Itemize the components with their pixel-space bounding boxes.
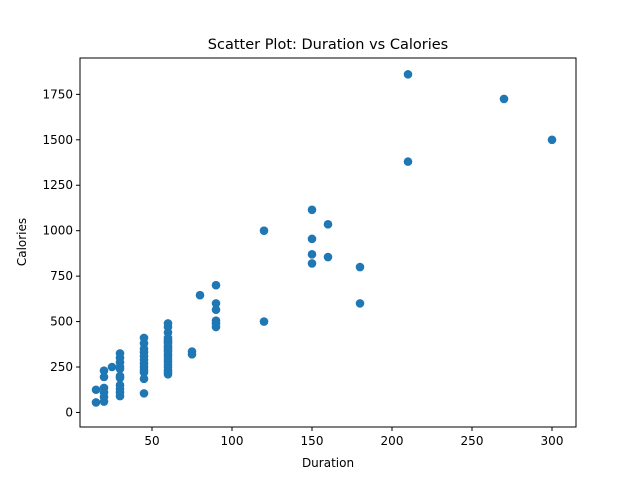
data-point	[107, 362, 117, 372]
data-point	[307, 250, 317, 259]
x-tick-label: 200	[381, 434, 404, 448]
data-point	[99, 397, 109, 406]
data-point	[195, 290, 205, 300]
data-point	[99, 372, 109, 382]
data-point	[355, 299, 365, 308]
data-point	[91, 385, 101, 395]
data-point	[115, 391, 125, 401]
data-point	[403, 70, 413, 79]
x-tick-label: 300	[541, 434, 564, 448]
data-point	[115, 364, 125, 374]
data-point	[323, 220, 333, 229]
y-tick-label: 250	[50, 360, 73, 374]
y-tick-label: 500	[50, 315, 73, 329]
data-point	[187, 349, 197, 359]
y-tick-label: 1500	[42, 133, 73, 147]
y-axis-ticks: 0 250 500 750 1000 1250 1500 1750	[42, 87, 80, 419]
y-tick-label: 1750	[42, 87, 73, 101]
y-tick-label: 750	[50, 269, 73, 283]
y-tick-label: 1250	[42, 178, 73, 192]
data-point	[163, 369, 173, 379]
data-point	[211, 305, 221, 315]
data-point	[139, 368, 149, 377]
x-axis-title: Duration	[302, 456, 354, 470]
data-point	[403, 157, 413, 166]
data-point	[139, 389, 149, 398]
data-point	[259, 226, 269, 235]
data-point	[355, 262, 365, 272]
data-point	[307, 205, 317, 215]
data-point	[99, 366, 109, 375]
x-tick-label: 250	[461, 434, 484, 448]
data-point	[547, 135, 557, 145]
data-point	[211, 299, 221, 308]
data-point	[211, 280, 221, 290]
x-tick-label: 150	[301, 434, 324, 448]
points-layer	[91, 70, 557, 407]
y-axis-title: Calories	[15, 218, 29, 266]
x-tick-label: 100	[221, 434, 244, 448]
data-point	[307, 234, 317, 244]
data-point	[323, 252, 333, 262]
y-tick-label: 0	[65, 405, 73, 419]
data-point	[115, 373, 125, 383]
x-axis-ticks: 50 100 150 200 250 300	[144, 427, 563, 448]
data-point	[307, 259, 317, 268]
data-point	[139, 374, 149, 384]
data-point	[499, 94, 509, 104]
y-tick-label: 1000	[42, 224, 73, 238]
chart-title: Scatter Plot: Duration vs Calories	[208, 37, 448, 53]
data-point	[259, 317, 269, 326]
data-point	[91, 398, 101, 407]
x-tick-label: 50	[144, 434, 159, 448]
data-point	[211, 322, 221, 332]
plot-frame	[79, 57, 577, 428]
